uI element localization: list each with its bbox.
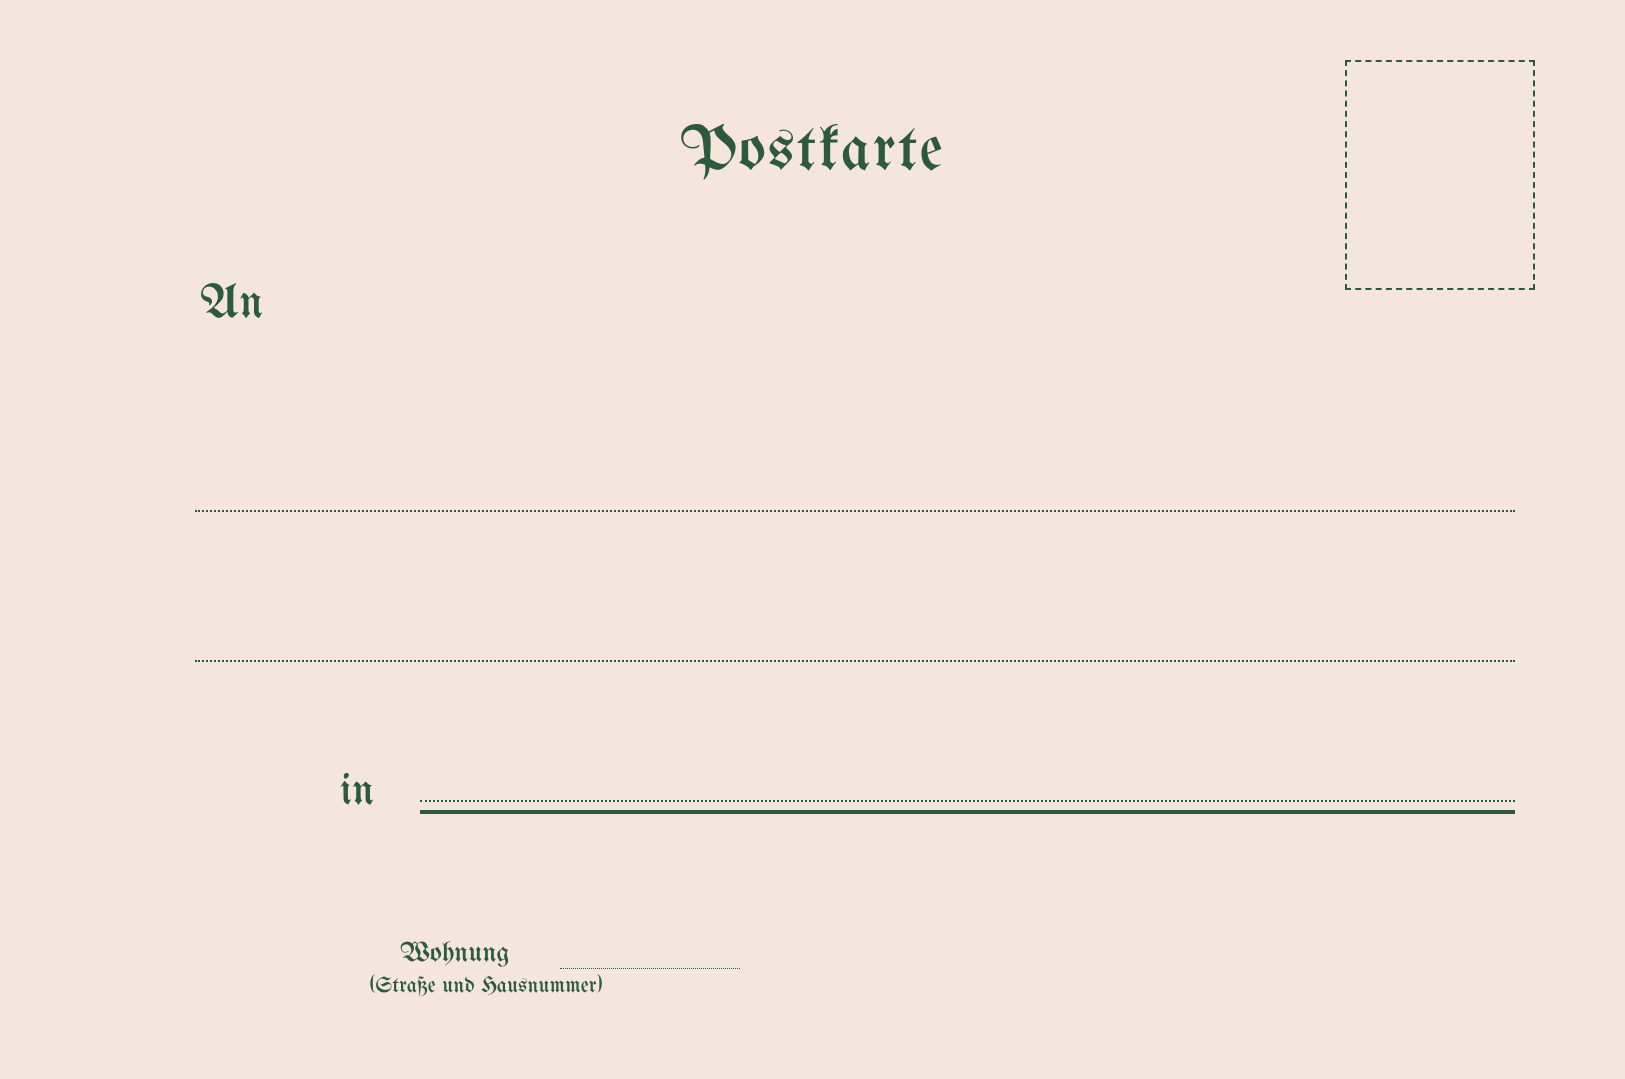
- wohnung-line: [560, 968, 740, 969]
- in-line-dotted: [420, 800, 1515, 802]
- postcard-title: Postkarte: [680, 120, 944, 186]
- address-line-2: [195, 660, 1515, 662]
- postcard-container: Postkarte An in Wohnung (Straße und Haus…: [0, 0, 1625, 1079]
- stamp-box: [1345, 60, 1535, 290]
- address-line-1: [195, 510, 1515, 512]
- an-label: An: [200, 280, 263, 330]
- in-line-solid: [420, 810, 1515, 814]
- in-label: in: [340, 770, 374, 816]
- wohnung-subtitle: (Straße und Hausnummer): [370, 975, 602, 998]
- wohnung-label: Wohnung: [400, 940, 510, 969]
